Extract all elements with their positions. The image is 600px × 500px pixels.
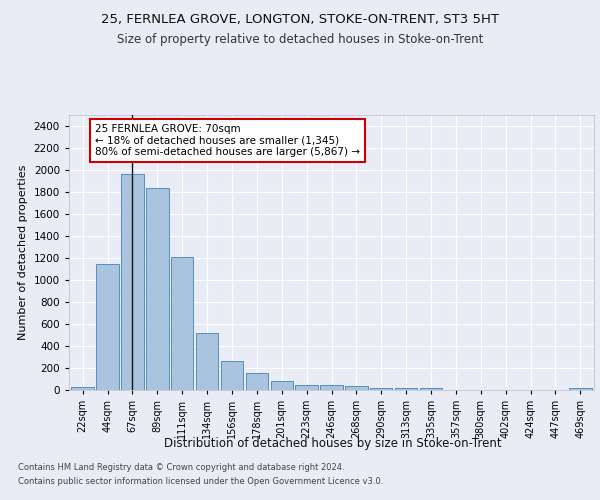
Bar [171, 257, 193, 390]
Text: Contains HM Land Registry data © Crown copyright and database right 2024.: Contains HM Land Registry data © Crown c… [18, 464, 344, 472]
Bar [345, 386, 368, 390]
Text: 25 FERNLEA GROVE: 70sqm
← 18% of detached houses are smaller (1,345)
80% of semi: 25 FERNLEA GROVE: 70sqm ← 18% of detache… [95, 124, 360, 157]
Bar [97, 264, 119, 390]
Bar [420, 388, 442, 390]
Bar [71, 386, 94, 390]
Bar [370, 388, 392, 390]
Bar [146, 188, 169, 390]
Bar [320, 386, 343, 390]
Text: 25, FERNLEA GROVE, LONGTON, STOKE-ON-TRENT, ST3 5HT: 25, FERNLEA GROVE, LONGTON, STOKE-ON-TRE… [101, 12, 499, 26]
Text: Contains public sector information licensed under the Open Government Licence v3: Contains public sector information licen… [18, 477, 383, 486]
Bar [121, 174, 143, 390]
Bar [245, 373, 268, 390]
Bar [395, 388, 418, 390]
Bar [271, 381, 293, 390]
Text: Size of property relative to detached houses in Stoke-on-Trent: Size of property relative to detached ho… [117, 32, 483, 46]
Bar [221, 361, 243, 390]
Bar [569, 388, 592, 390]
Text: Distribution of detached houses by size in Stoke-on-Trent: Distribution of detached houses by size … [164, 438, 502, 450]
Bar [196, 334, 218, 390]
Y-axis label: Number of detached properties: Number of detached properties [18, 165, 28, 340]
Bar [295, 384, 318, 390]
